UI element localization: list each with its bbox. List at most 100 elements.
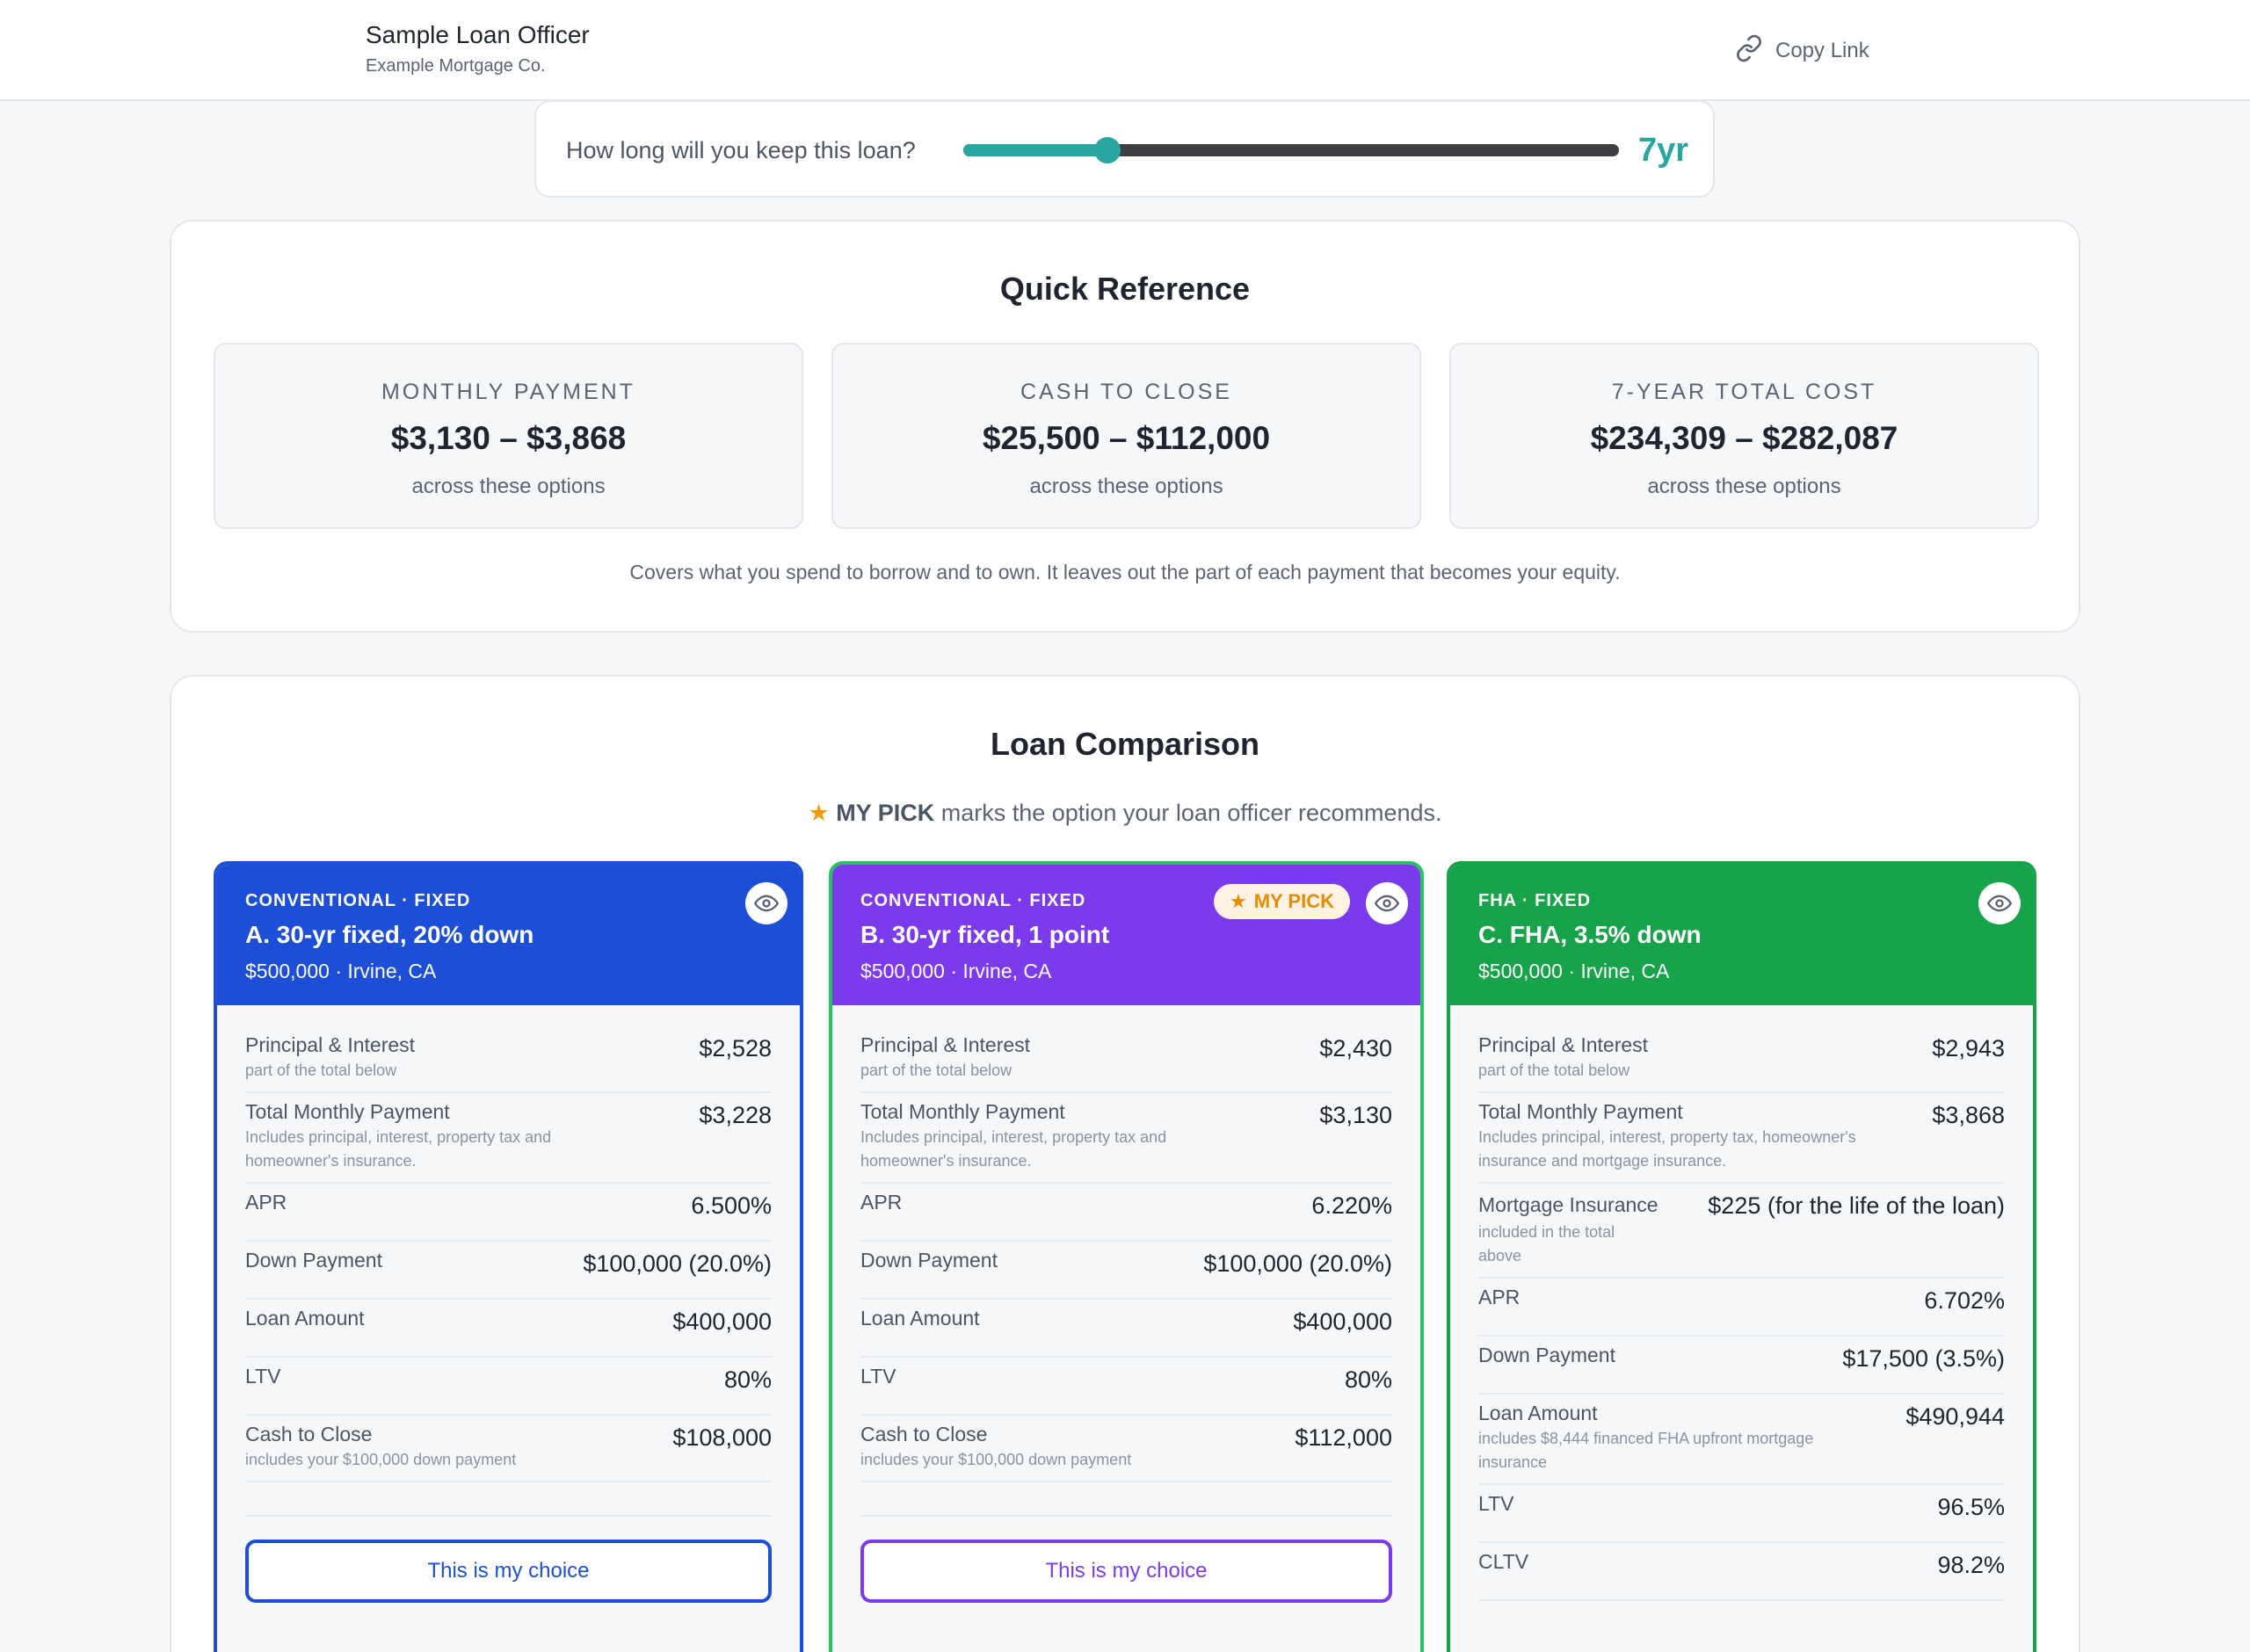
detail-row: CLTV 98.2% (1478, 1543, 2005, 1601)
detail-row: Cash to Close includes your $100,000 down… (245, 1416, 772, 1482)
detail-label: Down Payment (1478, 1344, 1615, 1366)
detail-label: APR (860, 1191, 903, 1214)
choose-loan-b-button[interactable]: This is my choice (860, 1540, 1392, 1603)
loan-type-tag: FHA · FIXED (1478, 891, 1592, 910)
company-name: Example Mortgage Co. (366, 56, 546, 76)
loan-card-header: FHA · FIXED C. FHA, 3.5% down $500,000 ·… (1450, 865, 2033, 1005)
detail-label: Loan Amount (1478, 1402, 1598, 1424)
detail-value: 80% (723, 1366, 772, 1393)
detail-label: LTV (860, 1365, 896, 1388)
legend-my-pick: MY PICK (836, 800, 935, 826)
slider-fill (963, 144, 1108, 156)
loan-name: C. FHA, 3.5% down (1478, 921, 1702, 948)
loan-officer-name: Sample Loan Officer (366, 21, 590, 48)
quick-reference-title: Quick Reference (999, 271, 1251, 307)
view-details-button[interactable] (1978, 882, 2021, 924)
card-value: $25,500 – $112,000 (982, 420, 1271, 456)
my-pick-legend: ★ MY PICK marks the option your loan off… (171, 800, 2079, 827)
detail-label: LTV (1478, 1492, 1514, 1515)
slider-thumb[interactable] (1094, 137, 1121, 163)
loan-location: $500,000 · Irvine, CA (1478, 960, 1670, 982)
loan-duration-value: 7yr (1638, 132, 1689, 169)
detail-label: Total Monthly Payment (245, 1100, 450, 1123)
cash-to-close-card: CASH TO CLOSE $25,500 – $112,000 across … (831, 343, 1421, 529)
detail-value: $100,000 (20.0%) (583, 1250, 772, 1277)
detail-value: $100,000 (20.0%) (1203, 1250, 1392, 1277)
view-details-button[interactable] (745, 882, 788, 924)
card-subtext: across these options (411, 475, 606, 498)
loan-comparison-title: Loan Comparison (990, 726, 1260, 762)
detail-row: LTV 80% (860, 1358, 1392, 1416)
detail-value: $3,130 (1319, 1102, 1392, 1128)
detail-row: LTV 96.5% (1478, 1485, 2005, 1543)
copy-link-button[interactable]: Copy Link (1735, 34, 1869, 67)
detail-label: CLTV (1478, 1550, 1529, 1573)
detail-row: Loan Amount $400,000 (860, 1300, 1392, 1358)
quick-reference-note: Covers what you spend to borrow and to o… (629, 561, 1621, 583)
detail-row: Down Payment $100,000 (20.0%) (860, 1242, 1392, 1300)
detail-value: $3,868 (1932, 1102, 2005, 1128)
detail-label: Loan Amount (245, 1307, 365, 1330)
detail-value: $112,000 (1295, 1424, 1392, 1451)
detail-hint: part of the total below (1478, 1061, 1630, 1079)
loan-card-header: CONVENTIONAL · FIXED B. 30-yr fixed, 1 p… (832, 865, 1420, 1005)
detail-value: $3,228 (699, 1102, 772, 1128)
detail-row: Total Monthly Payment Includes principal,… (1478, 1093, 2005, 1184)
card-subtext: across these options (1029, 475, 1223, 498)
detail-hint: includes $8,444 financed FHA upfront mor… (1478, 1430, 1814, 1471)
loan-card-b: CONVENTIONAL · FIXED B. 30-yr fixed, 1 p… (829, 861, 1424, 1652)
view-details-button[interactable] (1366, 882, 1408, 924)
detail-label: Cash to Close (245, 1423, 373, 1446)
loan-type-tag: CONVENTIONAL · FIXED (245, 891, 471, 910)
loan-comparison-panel: Loan Comparison ★ MY PICK marks the opti… (170, 675, 2080, 1652)
card-label: MONTHLY PAYMENT (381, 380, 635, 404)
detail-row: Down Payment $17,500 (3.5%) (1478, 1337, 2005, 1395)
divider (245, 1515, 772, 1517)
loan-duration-question: How long will you keep this loan? (566, 137, 916, 163)
divider (860, 1515, 1392, 1517)
detail-row: Principal & Interest part of the total be… (860, 1026, 1392, 1093)
eye-icon (754, 895, 779, 912)
detail-hint: Includes principal, interest, property t… (860, 1128, 1167, 1170)
detail-row: APR 6.500% (245, 1184, 772, 1242)
loan-duration-slider[interactable] (963, 137, 1619, 163)
loan-card-header: CONVENTIONAL · FIXED A. 30-yr fixed, 20%… (217, 865, 800, 1005)
detail-row: Cash to Close includes your $100,000 down… (860, 1416, 1392, 1482)
detail-value: 6.702% (1924, 1287, 2005, 1314)
star-icon: ★ (808, 800, 830, 826)
detail-value: 6.220% (1311, 1192, 1392, 1219)
loan-card-c: FHA · FIXED C. FHA, 3.5% down $500,000 ·… (1447, 861, 2036, 1652)
detail-row: LTV 80% (245, 1358, 772, 1416)
detail-value: $17,500 (3.5%) (1842, 1345, 2005, 1372)
detail-hint: part of the total below (245, 1061, 397, 1079)
detail-row: Principal & Interest part of the total be… (245, 1026, 772, 1093)
detail-value: 80% (1344, 1366, 1392, 1393)
card-value: $234,309 – $282,087 (1590, 420, 1898, 456)
detail-hint: Includes principal, interest, property t… (245, 1128, 552, 1170)
copy-link-label: Copy Link (1775, 39, 1869, 62)
eye-icon (1987, 895, 2012, 912)
loan-name: A. 30-yr fixed, 20% down (245, 921, 534, 948)
card-label: CASH TO CLOSE (1020, 380, 1232, 404)
detail-value: $400,000 (1293, 1308, 1392, 1335)
star-icon: ★ (1229, 890, 1247, 912)
choose-loan-a-button[interactable]: This is my choice (245, 1540, 772, 1603)
detail-value: $2,943 (1932, 1035, 2005, 1061)
loan-card-a: CONVENTIONAL · FIXED A. 30-yr fixed, 20%… (214, 861, 803, 1652)
detail-label: Total Monthly Payment (860, 1100, 1065, 1123)
eye-icon (1375, 895, 1399, 912)
detail-value: $225 (for the life of the loan) (1708, 1192, 2005, 1219)
card-label: 7-YEAR TOTAL COST (1611, 380, 1877, 404)
loan-details-list: Principal & Interest part of the total be… (1478, 1026, 2005, 1601)
card-subtext: across these options (1647, 475, 1841, 498)
quick-reference-panel: Quick Reference MONTHLY PAYMENT $3,130 –… (170, 220, 2080, 633)
detail-value: $108,000 (672, 1424, 772, 1451)
detail-row: Loan Amount includes $8,444 financed FHA … (1478, 1395, 2005, 1485)
my-pick-label: MY PICK (1253, 890, 1334, 912)
loan-type-tag: CONVENTIONAL · FIXED (860, 891, 1086, 910)
detail-label: Down Payment (245, 1249, 382, 1272)
loan-location: $500,000 · Irvine, CA (245, 960, 437, 982)
detail-value: 6.500% (691, 1192, 772, 1219)
monthly-payment-card: MONTHLY PAYMENT $3,130 – $3,868 across t… (214, 343, 803, 529)
detail-value: $400,000 (672, 1308, 772, 1335)
